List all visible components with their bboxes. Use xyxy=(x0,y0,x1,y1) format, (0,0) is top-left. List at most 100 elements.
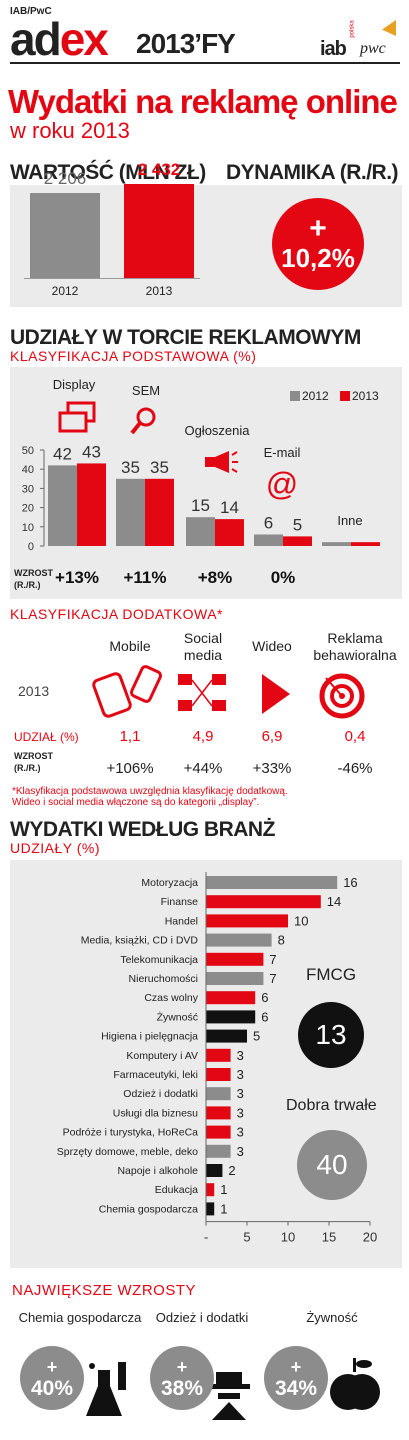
header-rule xyxy=(10,62,400,64)
bar-SEM-2013 xyxy=(145,478,174,546)
industry-bar xyxy=(206,1029,247,1043)
additional-share: 6,9 xyxy=(261,728,283,745)
category-label: E-mail xyxy=(264,445,301,460)
shares-subtitle: KLASYFIKACJA PODSTAWOWA (%) xyxy=(10,348,257,364)
top-growth-sign: + xyxy=(290,1357,302,1377)
industry-label: Edukacja xyxy=(155,1184,198,1196)
additional-title: KLASYFIKACJA DODATKOWA* xyxy=(10,606,223,622)
shares-growth-label: WZROST (R./R.) xyxy=(14,568,53,590)
industry-label: Usługi dla biznesu xyxy=(113,1107,198,1119)
industry-value: 3 xyxy=(237,1086,244,1101)
industry-bar xyxy=(206,1183,215,1197)
value-label-2012: 2 206 xyxy=(43,169,87,189)
category-label: Ogłoszenia xyxy=(184,423,250,438)
bar-Inne-2012 xyxy=(322,542,351,546)
footnote-1: *Klasyfikacja podstawowa uwzględnia klas… xyxy=(12,786,288,797)
data-label: 15 xyxy=(191,496,210,515)
value-label-2013: 2 432 xyxy=(137,160,181,180)
industry-label: Chemia gospodarcza xyxy=(99,1203,198,1215)
growth-value: +13% xyxy=(55,568,99,587)
additional-icons xyxy=(92,665,365,719)
industry-label: Napoje i alkohole xyxy=(117,1165,198,1177)
bar-Ogłoszenia-2012 xyxy=(186,517,215,546)
y-tick: 40 xyxy=(22,464,34,476)
growth-value: 0% xyxy=(271,568,296,587)
value-year-2012: 2012 xyxy=(51,284,79,298)
dynamics-sign: + xyxy=(309,211,327,245)
fmcg-label: FMCG xyxy=(306,965,357,984)
iab-logo: iab xyxy=(320,38,347,60)
top-growth-name: Żywność xyxy=(306,1310,358,1325)
industry-bar xyxy=(206,1087,231,1101)
data-label: 14 xyxy=(220,498,239,517)
industry-value: 6 xyxy=(261,990,268,1005)
legend-2012: 2012 xyxy=(302,389,329,403)
industry-value: 3 xyxy=(237,1144,244,1159)
industries-subtitle: UDZIAŁY (%) xyxy=(10,840,101,856)
additional-growth: -46% xyxy=(337,760,373,777)
top-growth-name: Odzież i dodatki xyxy=(155,1310,249,1325)
industry-bar xyxy=(206,933,272,947)
durable-label: Dobra trwałe xyxy=(286,1097,377,1114)
value-title: WARTOŚĆ (MLN ZŁ) xyxy=(10,161,206,184)
additional-growth-label: WZROST (R./R.) xyxy=(14,751,53,773)
industry-value: 7 xyxy=(269,952,276,967)
page-subtitle: w roku 2013 xyxy=(10,118,130,143)
industry-label: Komputery i AV xyxy=(126,1050,198,1062)
data-label: 35 xyxy=(150,458,169,477)
report-year: 2013’FY xyxy=(136,28,236,59)
fmcg-circle: 13 xyxy=(298,1002,364,1068)
industry-label: Żywność xyxy=(157,1010,198,1023)
industry-value: 3 xyxy=(237,1067,244,1082)
industry-bar xyxy=(206,991,256,1005)
data-label: 43 xyxy=(82,442,101,461)
industry-bar xyxy=(206,952,264,966)
top-growth-sign: + xyxy=(176,1357,188,1377)
top-growth-value: 38% xyxy=(160,1377,204,1400)
bar-E-mail-2013 xyxy=(283,536,312,546)
megaphone-icon xyxy=(205,451,238,473)
additional-name: Wideo xyxy=(252,638,292,654)
industry-bar xyxy=(206,1125,231,1139)
category-label: Display xyxy=(53,377,96,392)
y-tick: 30 xyxy=(22,483,34,495)
page-title: Wydatki na reklamę online xyxy=(8,83,398,120)
industry-bar xyxy=(206,895,321,909)
apple-icon xyxy=(330,1358,380,1410)
dynamics-circle: + 10,2% xyxy=(272,198,364,290)
email-icon: @ xyxy=(266,466,298,502)
value-bar-2013 xyxy=(124,184,194,278)
industries-title: WYDATKI WEDŁUG BRANŻ xyxy=(10,818,275,841)
industry-bar xyxy=(206,1010,256,1024)
legend-swatch-2013 xyxy=(340,391,350,401)
industry-value: 3 xyxy=(237,1048,244,1063)
additional-growth: +106% xyxy=(106,760,154,777)
industry-label: Telekomunikacja xyxy=(120,954,198,966)
additional-growth: +33% xyxy=(252,760,292,777)
x-tick: 15 xyxy=(322,1230,336,1245)
additional-share-label: UDZIAŁ (%) xyxy=(14,730,79,744)
shares-title: UDZIAŁY W TORCIE REKLAMOWYM xyxy=(10,326,361,349)
industry-label: Nieruchomości xyxy=(129,973,198,985)
industry-bar xyxy=(206,1068,231,1081)
top-growth-circle: +34% xyxy=(264,1346,328,1410)
industry-value: 1 xyxy=(220,1182,227,1197)
spy-hat-icon xyxy=(208,1372,250,1420)
industry-bar xyxy=(206,876,338,889)
network-icon xyxy=(178,674,226,711)
additional-share: 4,9 xyxy=(192,728,214,745)
dynamics-title: DYNAMIKA (R./R.) xyxy=(226,161,399,184)
y-tick: 10 xyxy=(22,522,34,534)
industry-value: 16 xyxy=(343,875,357,890)
value-year-2013: 2013 xyxy=(145,284,173,298)
industry-bar xyxy=(206,1164,223,1177)
data-label: 42 xyxy=(53,444,72,463)
industry-label: Farmaceutyki, leki xyxy=(113,1069,198,1081)
y-tick: 50 xyxy=(22,445,34,457)
top-growth-name: Chemia gospodarcza xyxy=(18,1310,142,1325)
industry-label: Finanse xyxy=(161,896,199,908)
top-growth-title: NAJWIĘKSZE WZROSTY xyxy=(12,1282,197,1299)
industry-value: 8 xyxy=(278,933,285,948)
pwc-logo: pwc xyxy=(360,40,386,57)
industry-label: Higiena i pielęgnacja xyxy=(101,1031,198,1043)
